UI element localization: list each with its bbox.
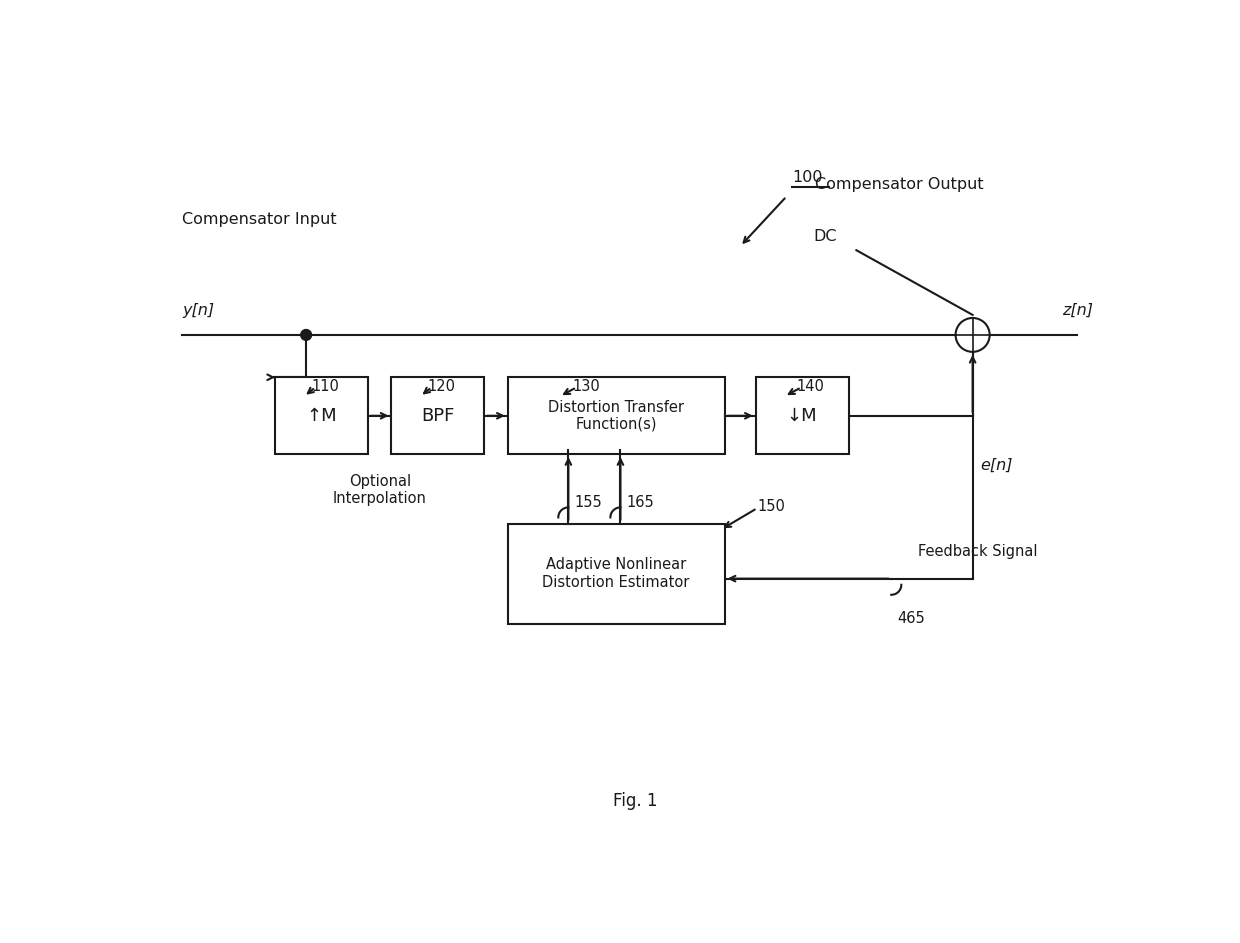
Text: BPF: BPF [422,406,455,424]
Text: Distortion Transfer
Function(s): Distortion Transfer Function(s) [548,400,684,432]
Text: Fig. 1: Fig. 1 [614,792,657,810]
Text: 150: 150 [758,499,785,514]
Text: 130: 130 [572,379,600,394]
Text: Compensator Input: Compensator Input [182,212,337,227]
FancyBboxPatch shape [507,523,724,623]
Text: 155: 155 [574,494,603,509]
Text: Adaptive Nonlinear
Distortion Estimator: Adaptive Nonlinear Distortion Estimator [542,557,689,589]
Circle shape [300,329,311,340]
Text: 165: 165 [626,494,655,509]
Text: 465: 465 [898,611,925,626]
Text: 140: 140 [796,379,825,394]
Text: ↑M: ↑M [306,406,337,424]
Text: Optional
Interpolation: Optional Interpolation [332,473,427,506]
FancyBboxPatch shape [275,377,368,455]
Text: 120: 120 [428,379,456,394]
Text: ↓M: ↓M [787,406,817,424]
Text: 100: 100 [792,170,822,185]
Text: Feedback Signal: Feedback Signal [919,544,1038,559]
FancyBboxPatch shape [392,377,485,455]
Text: e[n]: e[n] [981,457,1013,472]
Text: Compensator Output: Compensator Output [815,177,983,192]
FancyBboxPatch shape [507,377,724,455]
Text: y[n]: y[n] [182,303,215,318]
FancyBboxPatch shape [755,377,848,455]
Text: DC: DC [813,229,837,244]
Text: 110: 110 [311,379,340,394]
Text: z[n]: z[n] [1061,303,1092,318]
